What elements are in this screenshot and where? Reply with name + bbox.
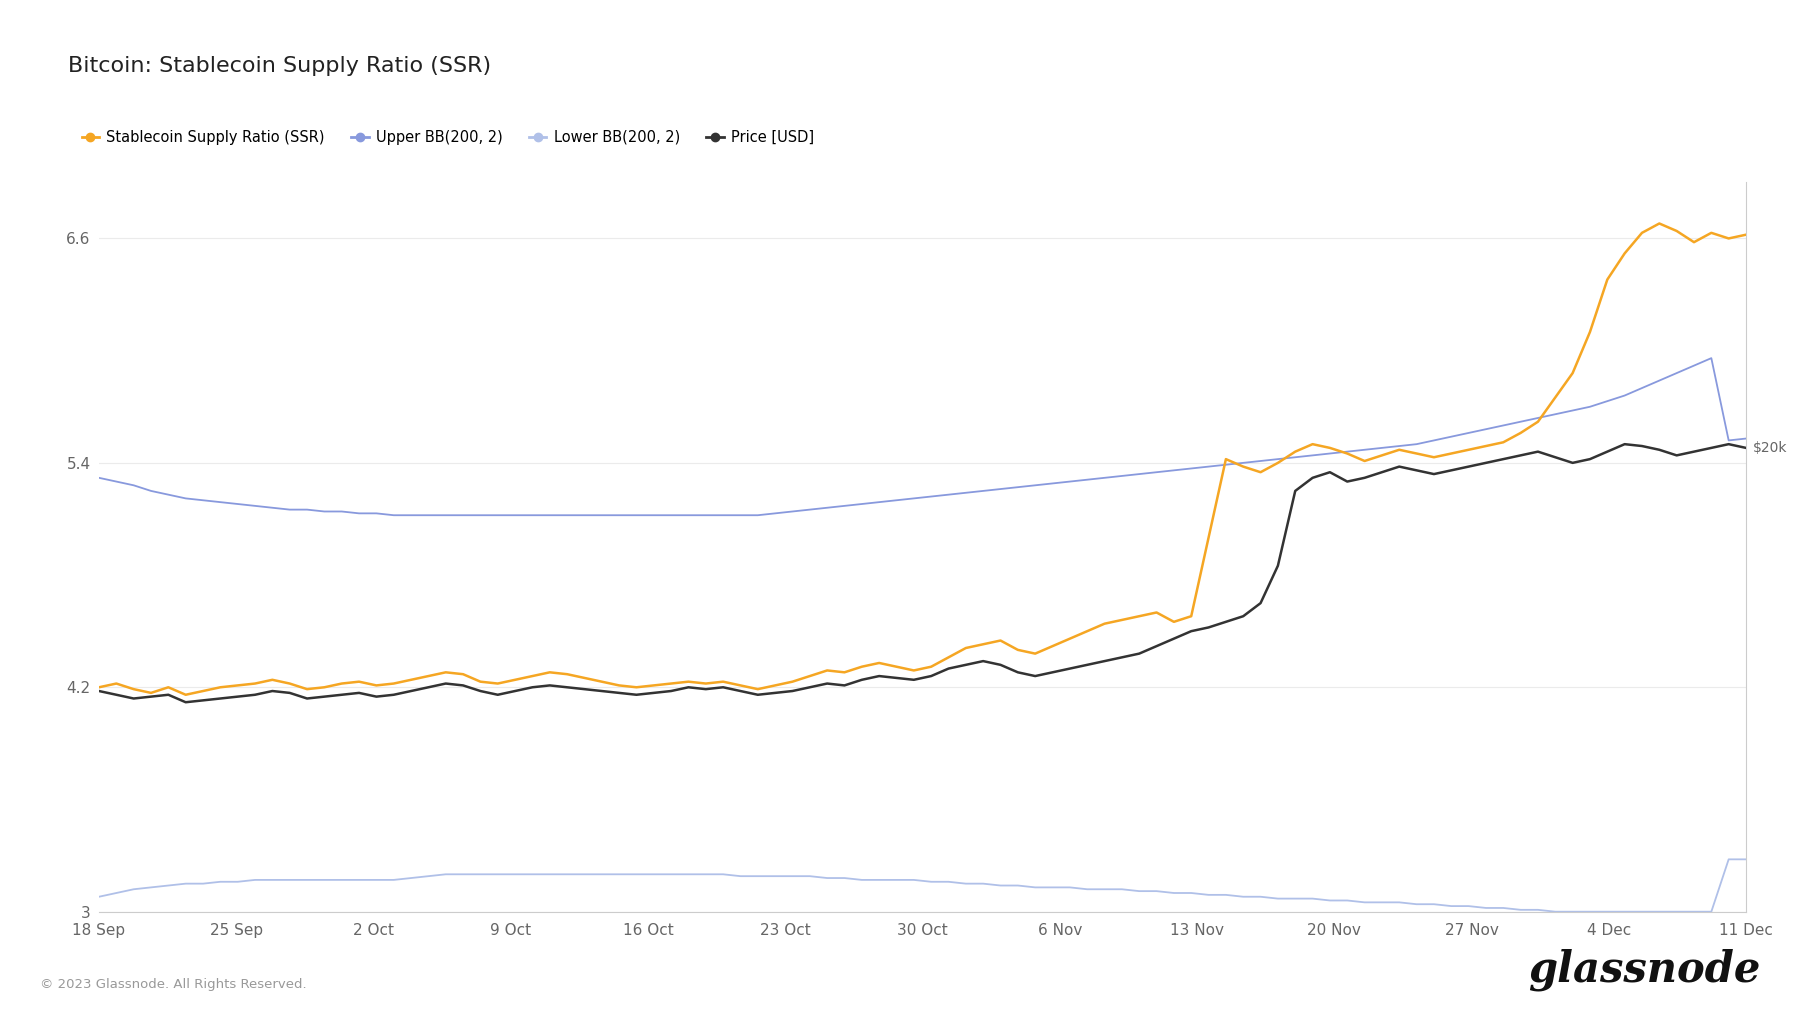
Text: © 2023 Glassnode. All Rights Reserved.: © 2023 Glassnode. All Rights Reserved.	[40, 978, 306, 991]
Legend: Stablecoin Supply Ratio (SSR), Upper BB(200, 2), Lower BB(200, 2), Price [USD]: Stablecoin Supply Ratio (SSR), Upper BB(…	[76, 124, 821, 151]
Text: glassnode: glassnode	[1528, 948, 1760, 991]
Text: $20k: $20k	[1753, 441, 1787, 455]
Text: Bitcoin: Stablecoin Supply Ratio (SSR): Bitcoin: Stablecoin Supply Ratio (SSR)	[68, 56, 491, 76]
